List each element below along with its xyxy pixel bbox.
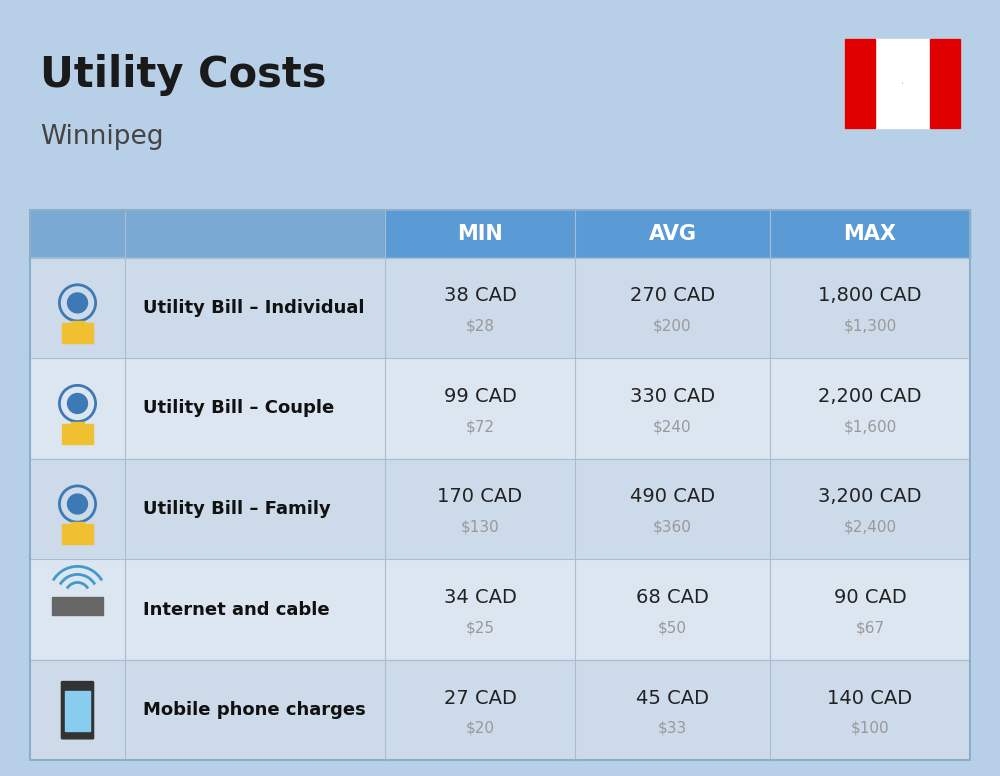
- Text: 99 CAD: 99 CAD: [444, 387, 516, 406]
- Text: $1,300: $1,300: [843, 318, 897, 334]
- Text: 34 CAD: 34 CAD: [444, 588, 516, 607]
- Bar: [71, 321, 84, 327]
- Bar: [30, 359, 970, 459]
- Text: $33: $33: [658, 721, 687, 736]
- Text: Utility Bill – Couple: Utility Bill – Couple: [143, 400, 334, 417]
- Bar: [71, 421, 84, 428]
- Circle shape: [68, 293, 87, 313]
- Text: MAX: MAX: [843, 223, 896, 244]
- Text: 170 CAD: 170 CAD: [437, 487, 523, 507]
- Text: Winnipeg: Winnipeg: [40, 124, 164, 151]
- Bar: [930, 39, 960, 128]
- Bar: [770, 210, 970, 258]
- Text: $200: $200: [653, 318, 692, 334]
- Text: 27 CAD: 27 CAD: [444, 688, 516, 708]
- Circle shape: [68, 393, 87, 414]
- Bar: [30, 559, 125, 660]
- Bar: [845, 39, 960, 128]
- Bar: [30, 210, 970, 760]
- Text: 270 CAD: 270 CAD: [630, 286, 715, 305]
- Text: $130: $130: [461, 520, 499, 535]
- Bar: [65, 691, 90, 731]
- Text: 2,200 CAD: 2,200 CAD: [818, 387, 922, 406]
- Bar: [30, 559, 970, 660]
- Bar: [30, 258, 125, 359]
- Bar: [385, 210, 575, 258]
- Text: $240: $240: [653, 419, 692, 434]
- Text: 45 CAD: 45 CAD: [636, 688, 709, 708]
- Text: $25: $25: [466, 620, 494, 636]
- Text: MIN: MIN: [457, 223, 503, 244]
- Text: 38 CAD: 38 CAD: [444, 286, 516, 305]
- Text: 490 CAD: 490 CAD: [630, 487, 715, 507]
- Bar: [62, 323, 93, 343]
- Text: $72: $72: [466, 419, 494, 434]
- Bar: [30, 210, 385, 258]
- Text: $1,600: $1,600: [843, 419, 897, 434]
- Bar: [575, 210, 770, 258]
- Text: Utility Costs: Utility Costs: [40, 54, 326, 96]
- Bar: [30, 660, 125, 760]
- Text: AVG: AVG: [648, 223, 696, 244]
- Text: $67: $67: [855, 620, 885, 636]
- Bar: [30, 359, 125, 459]
- Text: 330 CAD: 330 CAD: [630, 387, 715, 406]
- Text: $100: $100: [851, 721, 889, 736]
- Text: 3,200 CAD: 3,200 CAD: [818, 487, 922, 507]
- Bar: [30, 660, 970, 760]
- Text: 68 CAD: 68 CAD: [636, 588, 709, 607]
- Bar: [30, 459, 970, 559]
- Circle shape: [68, 494, 87, 514]
- Text: 90 CAD: 90 CAD: [834, 588, 906, 607]
- Bar: [71, 522, 84, 528]
- FancyBboxPatch shape: [61, 681, 94, 739]
- Bar: [30, 258, 970, 359]
- Text: $2,400: $2,400: [843, 520, 897, 535]
- Text: $360: $360: [653, 520, 692, 535]
- Bar: [62, 524, 93, 544]
- Text: $28: $28: [466, 318, 494, 334]
- Bar: [845, 39, 875, 128]
- Text: 140 CAD: 140 CAD: [827, 688, 913, 708]
- Text: $20: $20: [466, 721, 494, 736]
- Bar: [30, 459, 125, 559]
- Bar: [52, 597, 103, 615]
- Text: $50: $50: [658, 620, 687, 636]
- Text: Utility Bill – Family: Utility Bill – Family: [143, 500, 331, 518]
- Text: Utility Bill – Individual: Utility Bill – Individual: [143, 299, 365, 317]
- Text: 1,800 CAD: 1,800 CAD: [818, 286, 922, 305]
- Text: Mobile phone charges: Mobile phone charges: [143, 702, 366, 719]
- Text: Internet and cable: Internet and cable: [143, 601, 330, 618]
- Bar: [62, 424, 93, 444]
